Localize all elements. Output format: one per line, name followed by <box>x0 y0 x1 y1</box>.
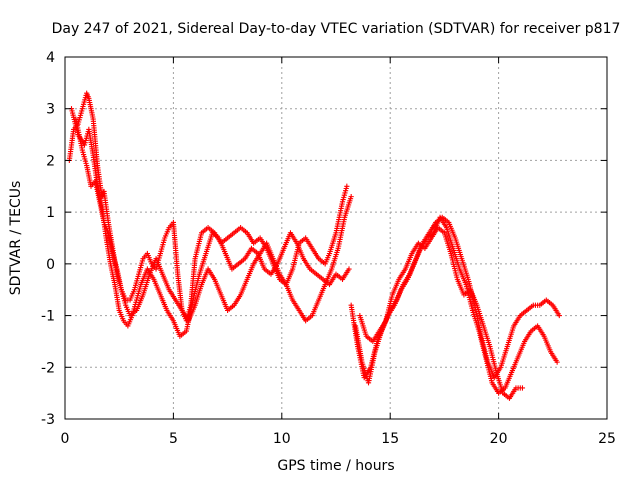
data-point <box>554 359 560 365</box>
y-tick-labels: -3 -2 -1 0 1 2 3 4 <box>41 50 55 428</box>
data-points <box>66 90 562 401</box>
data-point <box>556 312 562 319</box>
x-tick-label: 20 <box>490 431 508 447</box>
y-tick-label: -2 <box>41 360 55 376</box>
axis-ticks <box>64 56 608 420</box>
y-tick-label: -3 <box>41 412 55 428</box>
data-point <box>346 266 352 272</box>
chart-title: Day 247 of 2021, Sidereal Day-to-day VTE… <box>52 21 621 37</box>
y-tick-label: 0 <box>46 257 55 273</box>
x-tick-label: 10 <box>273 431 291 447</box>
data-point <box>348 194 354 200</box>
data-point <box>519 385 526 391</box>
y-tick-label: 1 <box>46 205 55 221</box>
y-tick-label: 3 <box>46 102 55 118</box>
x-tick-label: 0 <box>61 431 70 447</box>
x-tick-label: 15 <box>381 431 399 447</box>
data-point <box>344 183 350 189</box>
grid-lines <box>65 57 607 419</box>
x-axis-label: GPS time / hours <box>277 458 394 474</box>
y-tick-label: -1 <box>41 309 55 325</box>
x-tick-labels: 0 5 10 15 20 25 <box>61 431 616 447</box>
x-tick-label: 5 <box>169 431 178 447</box>
y-axis-label: SDTVAR / TECUs <box>8 181 24 296</box>
x-tick-label: 25 <box>598 431 616 447</box>
y-tick-label: 2 <box>46 153 55 169</box>
plot-frame <box>64 56 608 420</box>
y-tick-label: 4 <box>46 50 55 66</box>
